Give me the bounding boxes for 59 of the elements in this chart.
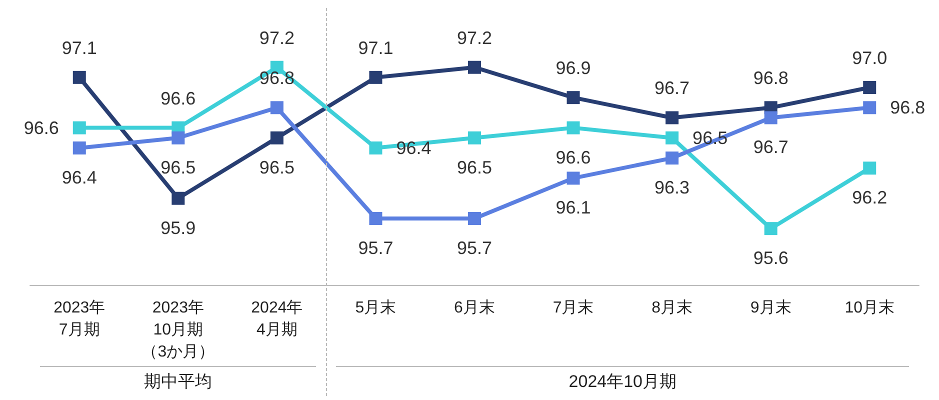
data-label: 96.5 bbox=[259, 157, 294, 178]
x-tick-label: 6月末 bbox=[454, 298, 495, 316]
point bbox=[566, 91, 580, 104]
point bbox=[863, 162, 876, 175]
point bbox=[863, 101, 876, 114]
point bbox=[270, 131, 284, 144]
data-label: 97.2 bbox=[456, 28, 492, 48]
data-label: 96.5 bbox=[160, 157, 196, 178]
x-tick-label: 2024年4月期 bbox=[251, 300, 303, 338]
data-label: 96.6 bbox=[24, 118, 59, 138]
data-label: 96.6 bbox=[160, 88, 196, 108]
point bbox=[270, 101, 284, 114]
point bbox=[666, 111, 679, 124]
data-label: 96.3 bbox=[654, 178, 690, 198]
point bbox=[566, 172, 580, 185]
x-tick-label: 5月末 bbox=[355, 298, 396, 316]
point bbox=[72, 121, 86, 134]
data-label: 96.8 bbox=[890, 98, 926, 118]
data-label: 96.8 bbox=[753, 68, 788, 88]
point bbox=[369, 212, 382, 225]
data-label: 96.7 bbox=[753, 137, 788, 158]
data-label: 97.0 bbox=[852, 48, 888, 68]
data-label: 95.7 bbox=[358, 238, 394, 258]
data-label: 96.5 bbox=[456, 157, 492, 178]
data-label: 95.7 bbox=[456, 238, 492, 258]
x-tick-label: 2023年7月期 bbox=[54, 300, 106, 338]
point bbox=[764, 111, 778, 124]
x-tick-label: 9月末 bbox=[750, 298, 792, 316]
data-label: 96.2 bbox=[852, 188, 888, 208]
point bbox=[369, 141, 382, 154]
data-label: 96.6 bbox=[556, 147, 591, 168]
x-tick-label: 7月末 bbox=[552, 298, 594, 316]
point bbox=[72, 70, 86, 84]
point bbox=[666, 152, 679, 165]
data-label: 96.7 bbox=[654, 78, 690, 98]
data-label: 97.1 bbox=[62, 38, 97, 58]
x-tick-label: 10月末 bbox=[844, 298, 895, 316]
point bbox=[369, 70, 382, 84]
data-label: 97.2 bbox=[259, 28, 294, 48]
point bbox=[72, 141, 86, 154]
point bbox=[172, 131, 185, 144]
point bbox=[468, 60, 481, 74]
data-label: 96.9 bbox=[556, 58, 591, 78]
point bbox=[863, 81, 876, 94]
text: 期中平均 bbox=[40, 366, 316, 397]
point bbox=[468, 131, 481, 144]
data-label: 95.6 bbox=[753, 248, 788, 268]
point bbox=[468, 212, 481, 225]
x-tick-label: 8月末 bbox=[652, 298, 693, 316]
point bbox=[566, 121, 580, 134]
point bbox=[666, 131, 679, 144]
point bbox=[172, 192, 185, 205]
data-label: 96.1 bbox=[556, 198, 591, 218]
text: 2024年10月期 bbox=[336, 366, 909, 397]
point bbox=[764, 222, 778, 236]
data-label: 95.9 bbox=[160, 218, 196, 238]
x-tick-label: 2023年10月期（3か月） bbox=[142, 300, 215, 360]
data-label: 96.4 bbox=[62, 167, 97, 188]
data-label: 97.1 bbox=[358, 38, 394, 58]
